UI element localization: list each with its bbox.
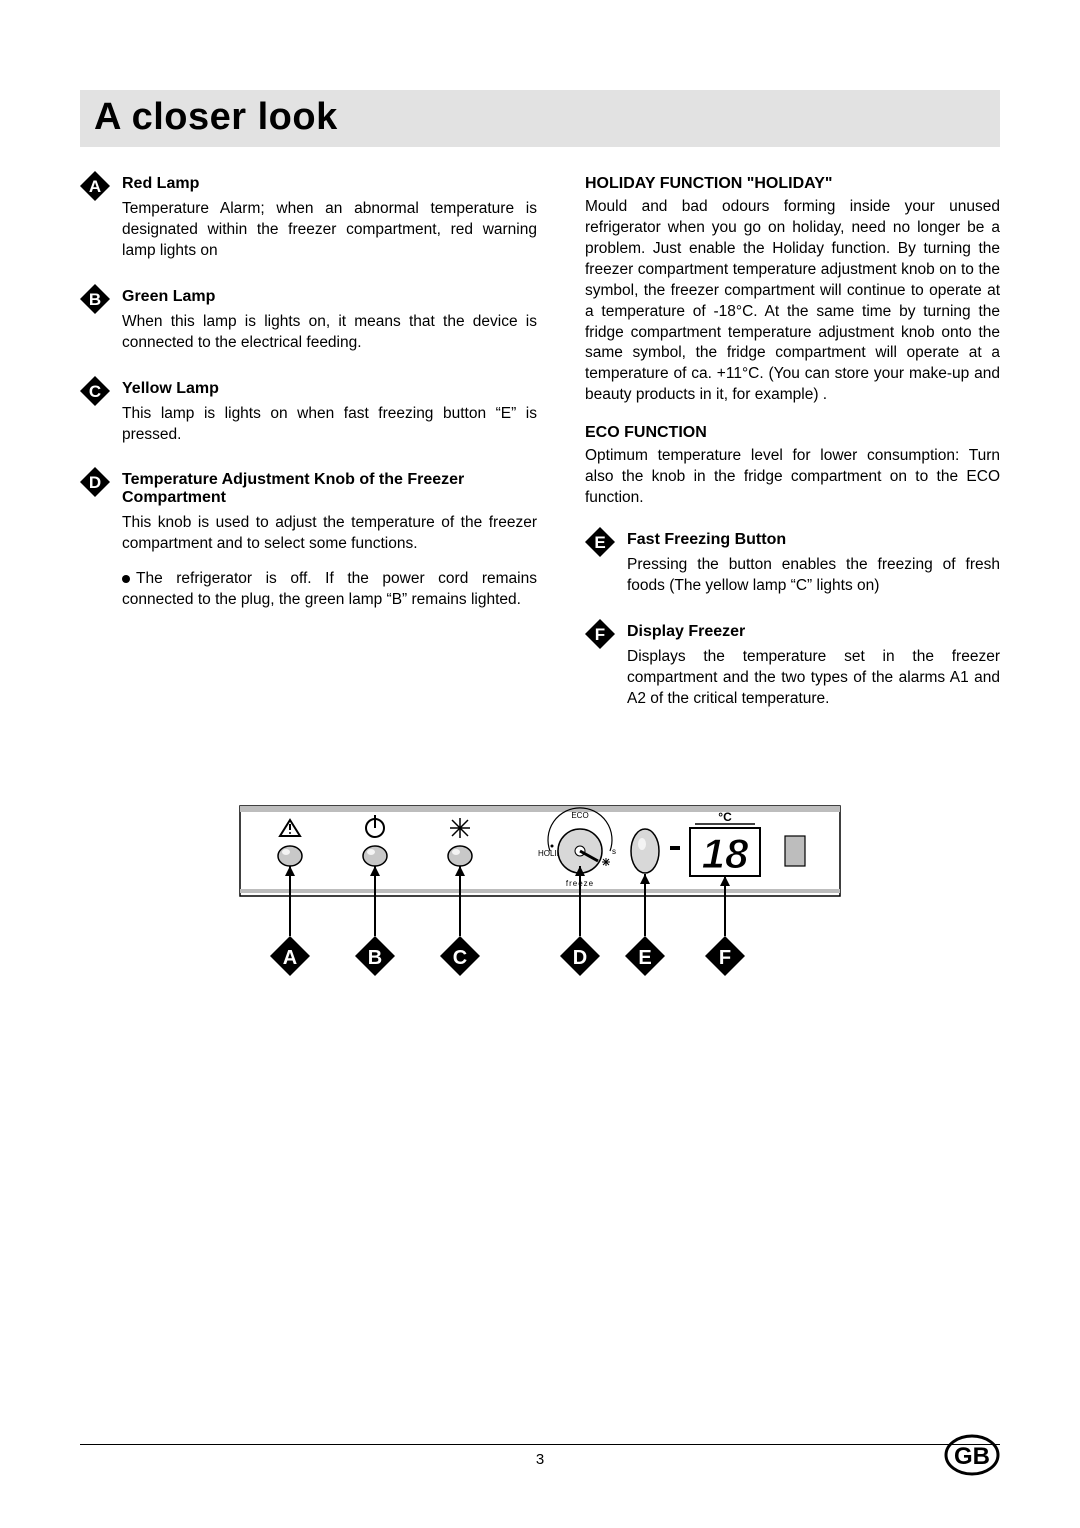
svg-text:F: F [719, 947, 731, 969]
heading-red-lamp: Red Lamp [122, 175, 537, 193]
fast-freeze-button-icon [631, 829, 659, 873]
marker-a-icon: A [80, 171, 110, 201]
marker-e-icon: E [585, 527, 615, 557]
svg-text:C: C [453, 947, 467, 969]
section-temp-knob: D Temperature Adjustment Knob of the Fre… [122, 471, 537, 611]
snowflake-lamp-icon [448, 818, 472, 866]
svg-text:D: D [89, 473, 101, 492]
svg-text:B: B [89, 290, 101, 309]
heading-fast-freeze: Fast Freezing Button [627, 531, 1000, 549]
page-footer: 3 GB [80, 1444, 1000, 1468]
page-number: 3 [80, 1451, 1000, 1468]
heading-eco: ECO FUNCTION [585, 424, 1000, 442]
control-panel-svg: ECO HOLIDAY s freeze °C [230, 796, 850, 1016]
freezer-display-icon: °C 18 [690, 810, 760, 877]
section-fast-freeze: E Fast Freezing Button Pressing the butt… [627, 531, 1000, 597]
heading-yellow-lamp: Yellow Lamp [122, 380, 537, 398]
bullet-icon [122, 575, 130, 583]
body-columns: A Red Lamp Temperature Alarm; when an ab… [80, 175, 1000, 736]
body-red-lamp: Temperature Alarm; when an abnormal temp… [122, 199, 537, 262]
svg-text:ECO: ECO [571, 811, 588, 820]
svg-text:F: F [595, 625, 605, 644]
svg-text:E: E [594, 533, 605, 552]
marker-d-icon: D [80, 467, 110, 497]
page-title: A closer look [94, 96, 986, 139]
svg-text:D: D [573, 947, 587, 969]
section-red-lamp: A Red Lamp Temperature Alarm; when an ab… [122, 175, 537, 262]
svg-text:E: E [638, 947, 651, 969]
svg-text:C: C [89, 382, 101, 401]
svg-text:A: A [89, 177, 101, 196]
power-lamp-icon [363, 815, 387, 866]
marker-f-icon: F [585, 619, 615, 649]
body-temp-knob-2: The refrigerator is off. If the power co… [122, 569, 537, 611]
body-yellow-lamp: This lamp is lights on when fast freezin… [122, 404, 537, 446]
body-green-lamp: When this lamp is lights on, it means th… [122, 312, 537, 354]
title-bar: A closer look [80, 90, 1000, 147]
svg-text:B: B [368, 947, 382, 969]
region-badge-icon: GB [944, 1434, 1000, 1476]
control-panel-illustration: ECO HOLIDAY s freeze °C [80, 796, 1000, 1016]
left-column: A Red Lamp Temperature Alarm; when an ab… [80, 175, 537, 736]
alarm-lamp-icon [278, 820, 302, 866]
body-temp-knob-1: This knob is used to adjust the temperat… [122, 513, 537, 555]
body-fast-freeze: Pressing the button enables the freezing… [627, 555, 1000, 597]
pointer-a-icon: A [270, 866, 310, 976]
section-display-freezer: F Display Freezer Displays the temperatu… [627, 623, 1000, 710]
pointer-c-icon: C [440, 866, 480, 976]
svg-text:°C: °C [718, 810, 732, 824]
heading-green-lamp: Green Lamp [122, 288, 537, 306]
footer-rule [80, 1444, 1000, 1445]
pointer-b-icon: B [355, 866, 395, 976]
body-holiday: Mould and bad odours forming inside your… [585, 197, 1000, 406]
svg-text:18: 18 [702, 830, 749, 877]
side-tab-icon [785, 836, 805, 866]
svg-text:s: s [612, 847, 616, 856]
section-eco: ECO FUNCTION Optimum temperature level f… [585, 424, 1000, 509]
section-holiday: HOLIDAY FUNCTION "HOLIDAY" Mould and bad… [585, 175, 1000, 406]
section-yellow-lamp: C Yellow Lamp This lamp is lights on whe… [122, 380, 537, 446]
marker-c-icon: C [80, 376, 110, 406]
heading-display-freezer: Display Freezer [627, 623, 1000, 641]
heading-temp-knob: Temperature Adjustment Knob of the Freez… [122, 471, 537, 507]
body-temp-knob-2-text: The refrigerator is off. If the power co… [122, 570, 537, 608]
right-column: HOLIDAY FUNCTION "HOLIDAY" Mould and bad… [585, 175, 1000, 736]
svg-text:A: A [283, 947, 297, 969]
section-green-lamp: B Green Lamp When this lamp is lights on… [122, 288, 537, 354]
svg-text:GB: GB [954, 1443, 990, 1470]
heading-holiday: HOLIDAY FUNCTION "HOLIDAY" [585, 175, 1000, 193]
minus-icon [670, 846, 680, 850]
body-display-freezer: Displays the temperature set in the free… [627, 647, 1000, 710]
body-eco: Optimum temperature level for lower cons… [585, 446, 1000, 509]
marker-b-icon: B [80, 284, 110, 314]
